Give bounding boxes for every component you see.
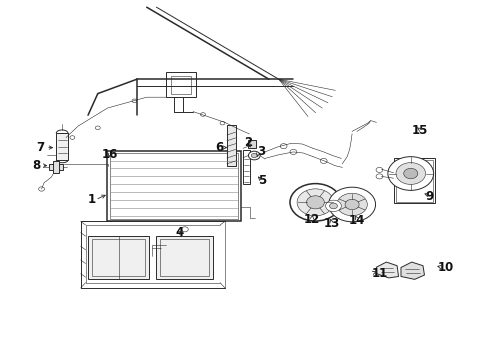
Circle shape	[328, 187, 375, 222]
Polygon shape	[400, 262, 424, 279]
Text: 16: 16	[102, 148, 118, 161]
Circle shape	[289, 184, 340, 221]
Circle shape	[387, 157, 433, 190]
Text: 7: 7	[36, 141, 44, 154]
Circle shape	[320, 158, 326, 163]
Bar	[393, 158, 434, 203]
Text: 1: 1	[87, 193, 95, 206]
Text: 15: 15	[410, 124, 427, 137]
Circle shape	[39, 187, 44, 191]
Bar	[49, 164, 62, 170]
Circle shape	[336, 193, 366, 216]
Text: 10: 10	[437, 261, 453, 274]
Bar	[243, 150, 249, 184]
Text: 11: 11	[371, 267, 387, 280]
Circle shape	[220, 121, 224, 125]
Circle shape	[251, 153, 257, 158]
Circle shape	[395, 163, 425, 184]
Circle shape	[375, 174, 382, 179]
Circle shape	[280, 144, 286, 149]
Text: 3: 3	[257, 145, 265, 158]
Circle shape	[325, 200, 341, 212]
Bar	[226, 125, 235, 166]
Bar	[106, 151, 241, 221]
Circle shape	[375, 167, 382, 172]
Bar	[156, 236, 212, 279]
Circle shape	[403, 168, 417, 179]
Text: 8: 8	[32, 159, 40, 172]
Polygon shape	[376, 262, 398, 278]
Bar	[88, 236, 149, 279]
Text: 13: 13	[323, 217, 339, 230]
Text: 6: 6	[215, 141, 224, 154]
Circle shape	[181, 227, 188, 232]
Circle shape	[297, 189, 333, 216]
Circle shape	[306, 196, 324, 209]
Circle shape	[95, 126, 100, 130]
Text: 12: 12	[303, 213, 320, 226]
Circle shape	[200, 113, 205, 116]
Circle shape	[132, 99, 137, 103]
Circle shape	[248, 151, 260, 160]
Circle shape	[345, 199, 358, 210]
Bar	[56, 133, 68, 160]
Text: 9: 9	[425, 190, 433, 203]
Bar	[92, 239, 145, 276]
Bar	[160, 239, 208, 276]
Text: 2: 2	[244, 136, 252, 149]
Text: 4: 4	[175, 226, 183, 239]
Circle shape	[70, 136, 75, 139]
Bar	[53, 161, 59, 173]
Bar	[248, 140, 256, 148]
Text: 14: 14	[348, 214, 365, 227]
Bar	[166, 72, 195, 97]
Circle shape	[329, 203, 337, 209]
Bar	[395, 160, 432, 202]
Bar	[109, 153, 238, 219]
Bar	[171, 76, 190, 94]
Text: 5: 5	[258, 174, 266, 186]
Circle shape	[289, 149, 296, 154]
